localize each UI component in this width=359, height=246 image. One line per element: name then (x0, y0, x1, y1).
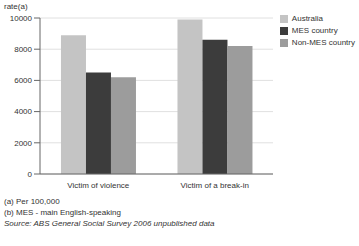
svg-text:10000: 10000 (10, 14, 33, 23)
svg-text:2000: 2000 (14, 139, 32, 148)
html-text:Source: ABS General Social Sur: Source: ABS General Social Survey 2006 u… (4, 219, 215, 228)
html-text:(b) MES - main English-speakin: (b) MES - main English-speaking (4, 208, 121, 217)
html-text:Australia: Australia (291, 14, 323, 23)
svg-text:0: 0 (28, 170, 33, 179)
html-text:rate(a): rate(a) (4, 2, 28, 11)
html-text:(a) Per 100,000: (a) Per 100,000 (4, 197, 60, 206)
svg-text:Victim of violence: Victim of violence (67, 181, 130, 190)
svg-text:8000: 8000 (14, 45, 32, 54)
svg-text:4000: 4000 (14, 107, 32, 116)
svg-text:Victim of a break-in: Victim of a break-in (181, 181, 249, 190)
html-text:Non-MES country: Non-MES country (291, 38, 355, 47)
svg-text:6000: 6000 (14, 76, 32, 85)
html-text:MES country: MES country (291, 26, 338, 35)
